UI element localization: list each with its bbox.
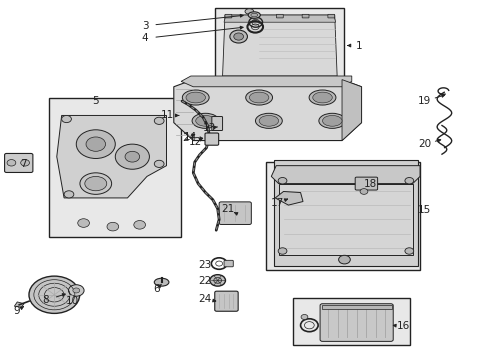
Text: 21: 21: [221, 204, 234, 215]
FancyBboxPatch shape: [49, 98, 181, 237]
Text: 17: 17: [270, 198, 283, 208]
Circle shape: [20, 159, 29, 166]
Circle shape: [68, 285, 84, 296]
Text: 9: 9: [14, 306, 20, 316]
Text: 4: 4: [142, 33, 148, 43]
FancyBboxPatch shape: [211, 117, 222, 131]
FancyBboxPatch shape: [266, 162, 419, 270]
Text: 11: 11: [161, 111, 174, 121]
Circle shape: [73, 288, 80, 293]
Ellipse shape: [322, 116, 341, 126]
FancyBboxPatch shape: [250, 14, 257, 18]
Polygon shape: [14, 302, 24, 307]
Ellipse shape: [182, 90, 209, 105]
Text: 13: 13: [203, 123, 216, 133]
Text: 12: 12: [189, 138, 202, 147]
Text: 1: 1: [355, 41, 362, 50]
FancyBboxPatch shape: [327, 14, 334, 18]
FancyBboxPatch shape: [224, 260, 233, 267]
Circle shape: [7, 159, 16, 166]
Text: 14: 14: [184, 132, 197, 142]
Circle shape: [233, 33, 243, 40]
Circle shape: [125, 151, 140, 162]
FancyBboxPatch shape: [214, 291, 238, 311]
Text: 16: 16: [396, 321, 409, 331]
Text: 6: 6: [153, 284, 160, 294]
Polygon shape: [275, 192, 303, 205]
Circle shape: [115, 144, 149, 169]
Text: 23: 23: [198, 260, 211, 270]
Polygon shape: [271, 166, 419, 184]
Polygon shape: [224, 15, 335, 22]
Polygon shape: [321, 305, 391, 309]
Circle shape: [76, 130, 115, 158]
Ellipse shape: [84, 176, 106, 191]
Circle shape: [78, 219, 89, 227]
Text: 7: 7: [20, 159, 26, 169]
Ellipse shape: [154, 278, 168, 286]
Circle shape: [301, 315, 307, 319]
Ellipse shape: [195, 116, 215, 126]
Text: 15: 15: [417, 206, 430, 216]
Text: 5: 5: [92, 96, 99, 106]
Text: 10: 10: [66, 296, 79, 306]
Circle shape: [134, 221, 145, 229]
Ellipse shape: [318, 113, 345, 129]
Ellipse shape: [308, 90, 335, 105]
Text: 24: 24: [198, 294, 211, 304]
FancyBboxPatch shape: [302, 14, 308, 18]
Text: 3: 3: [142, 21, 148, 31]
Circle shape: [29, 276, 80, 314]
Text: 8: 8: [42, 295, 49, 305]
Polygon shape: [222, 15, 336, 76]
Text: 22: 22: [198, 276, 211, 286]
Text: 2: 2: [183, 133, 189, 143]
Ellipse shape: [312, 92, 331, 103]
Circle shape: [359, 189, 367, 194]
Circle shape: [278, 248, 286, 254]
FancyBboxPatch shape: [215, 8, 344, 81]
FancyBboxPatch shape: [224, 14, 231, 18]
Ellipse shape: [245, 90, 272, 105]
Ellipse shape: [255, 113, 282, 129]
FancyBboxPatch shape: [4, 153, 33, 172]
Polygon shape: [341, 80, 361, 140]
FancyBboxPatch shape: [204, 133, 218, 145]
FancyBboxPatch shape: [276, 14, 283, 18]
Circle shape: [209, 275, 225, 286]
Polygon shape: [173, 80, 361, 140]
Text: 19: 19: [417, 96, 430, 106]
Circle shape: [213, 278, 221, 283]
Circle shape: [64, 191, 74, 198]
FancyBboxPatch shape: [320, 304, 392, 341]
Ellipse shape: [250, 13, 257, 17]
Circle shape: [154, 117, 163, 125]
Polygon shape: [181, 76, 351, 87]
Polygon shape: [278, 184, 412, 255]
Circle shape: [229, 30, 247, 43]
Circle shape: [338, 255, 349, 264]
Circle shape: [86, 137, 105, 151]
Text: 18: 18: [363, 179, 376, 189]
Ellipse shape: [80, 173, 111, 194]
Polygon shape: [57, 116, 166, 198]
Circle shape: [278, 177, 286, 184]
Ellipse shape: [249, 92, 268, 103]
FancyBboxPatch shape: [293, 298, 409, 345]
Circle shape: [61, 116, 71, 123]
Ellipse shape: [185, 92, 205, 103]
FancyBboxPatch shape: [219, 202, 251, 225]
Circle shape: [107, 222, 119, 231]
FancyBboxPatch shape: [354, 177, 377, 190]
Circle shape: [154, 160, 163, 167]
Circle shape: [404, 248, 413, 254]
Ellipse shape: [259, 116, 278, 126]
Ellipse shape: [247, 12, 260, 18]
Circle shape: [404, 177, 413, 184]
Text: 20: 20: [418, 139, 430, 149]
Polygon shape: [273, 160, 417, 266]
Ellipse shape: [244, 9, 253, 14]
Ellipse shape: [192, 113, 219, 129]
